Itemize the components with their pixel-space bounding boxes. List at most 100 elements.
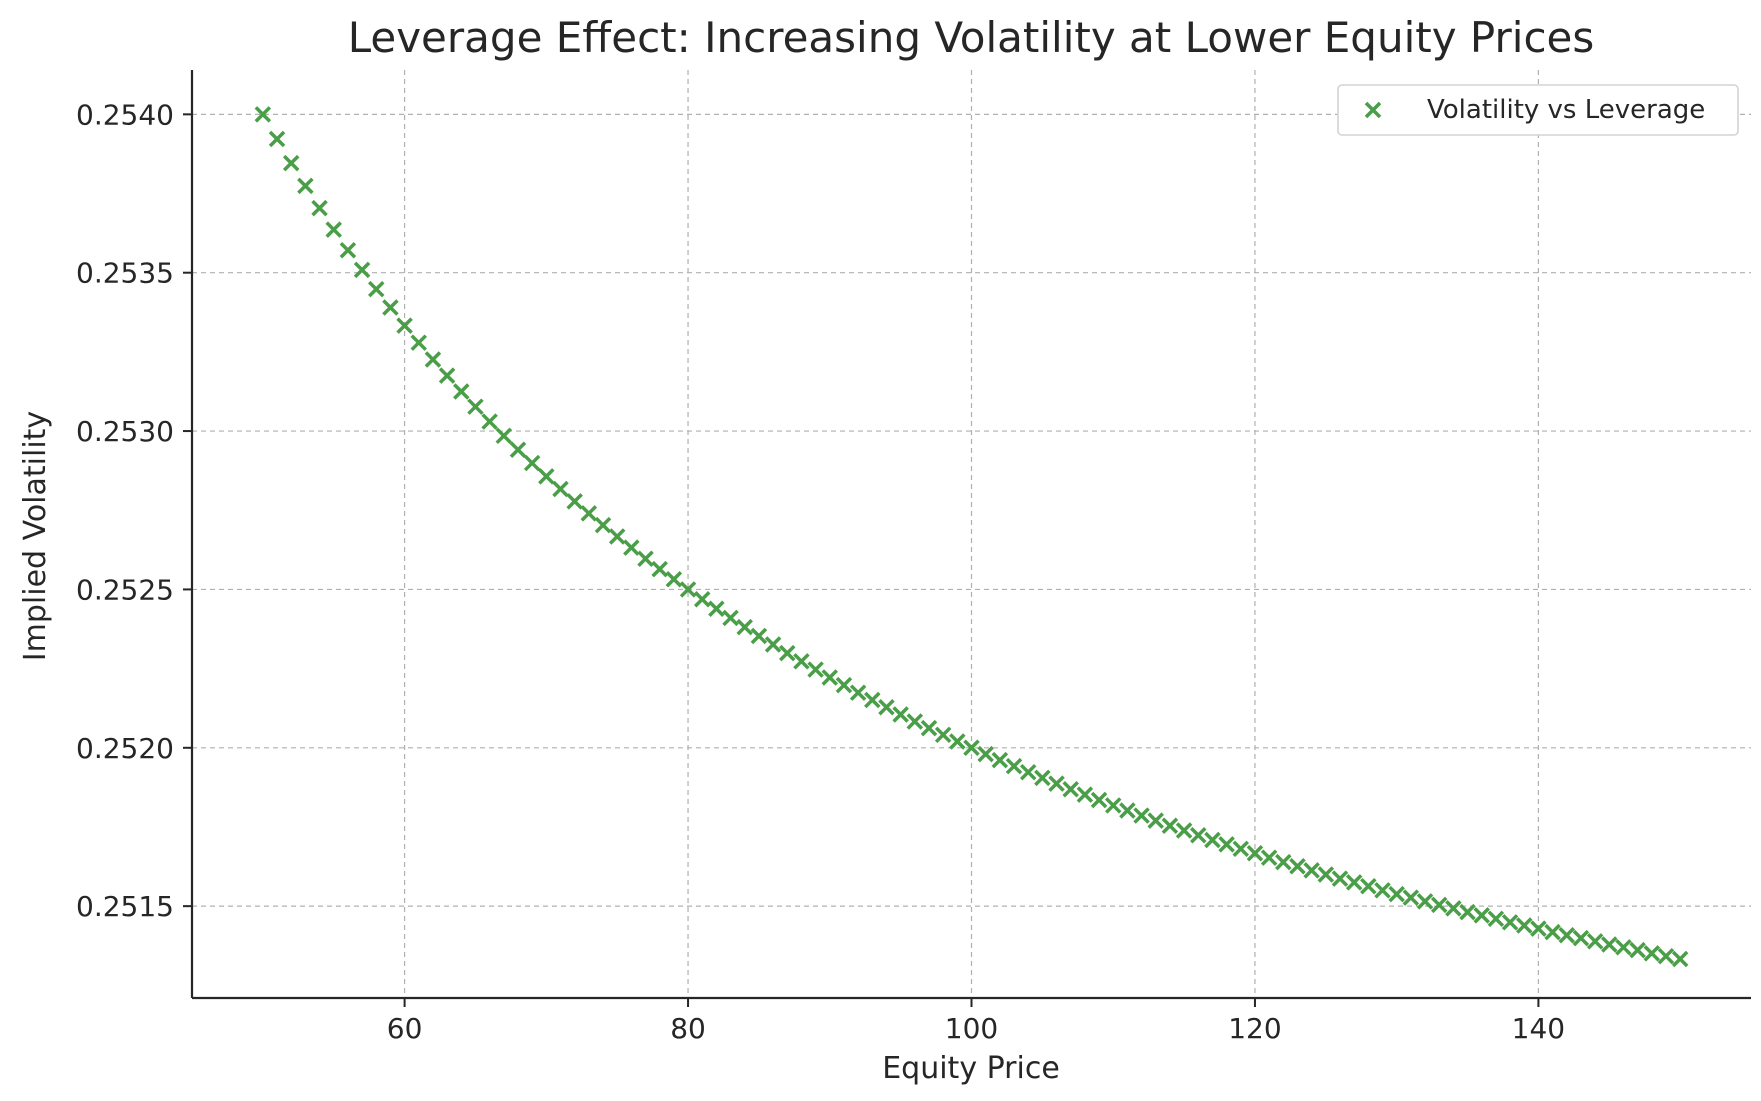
x-tick-label: 80 bbox=[670, 1012, 706, 1045]
data-point bbox=[1671, 950, 1689, 968]
x-marker-stroke bbox=[1473, 907, 1490, 924]
data-point bbox=[991, 751, 1009, 769]
data-point bbox=[949, 733, 966, 750]
x-marker-stroke bbox=[864, 691, 881, 709]
x-marker-stroke bbox=[1615, 939, 1632, 956]
data-point bbox=[1076, 786, 1094, 803]
x-marker-stroke bbox=[1416, 893, 1434, 910]
y-tick-label: 0.2520 bbox=[76, 732, 174, 765]
y-axis: 0.2515 0.2520 0.2525 0.2530 0.2535 0.2540 bbox=[76, 98, 192, 923]
x-marker-stroke bbox=[1601, 936, 1618, 953]
legend-marker bbox=[1364, 101, 1382, 119]
x-axis-label: Equity Price bbox=[882, 1051, 1060, 1086]
data-point bbox=[878, 699, 895, 716]
grid bbox=[192, 70, 1751, 998]
x-marker-stroke bbox=[1246, 845, 1264, 862]
y-tick-label: 0.2530 bbox=[76, 415, 174, 448]
data-point bbox=[382, 299, 399, 316]
x-tick-label: 140 bbox=[1512, 1012, 1565, 1045]
x-marker-stroke bbox=[1034, 769, 1051, 787]
x-marker-stroke bbox=[580, 505, 598, 522]
x-marker-stroke bbox=[1005, 757, 1023, 775]
data-point bbox=[1062, 781, 1079, 798]
y-tick-label: 0.2515 bbox=[76, 890, 174, 923]
x-marker-stroke bbox=[438, 367, 456, 384]
x-marker-stroke bbox=[892, 706, 909, 723]
x-marker-stroke bbox=[311, 199, 328, 217]
data-point bbox=[736, 618, 753, 636]
data-point bbox=[1090, 791, 1108, 809]
data-point bbox=[1345, 874, 1363, 891]
data-point bbox=[1147, 812, 1164, 829]
data-point bbox=[1402, 889, 1420, 906]
data-point bbox=[906, 713, 924, 730]
data-point bbox=[1586, 933, 1604, 950]
x-marker-stroke bbox=[651, 560, 668, 578]
data-point bbox=[254, 106, 272, 123]
x-marker-stroke bbox=[1501, 914, 1519, 931]
data-point bbox=[1161, 817, 1179, 834]
x-tick-label: 100 bbox=[945, 1012, 998, 1045]
x-marker-stroke bbox=[467, 398, 484, 415]
data-point bbox=[779, 644, 796, 662]
x-marker-stroke bbox=[1360, 877, 1377, 895]
x-marker-stroke bbox=[722, 609, 739, 627]
data-point bbox=[1629, 941, 1646, 959]
x-marker-stroke bbox=[1657, 947, 1675, 965]
x-marker-stroke bbox=[1204, 831, 1221, 849]
x-marker-stroke bbox=[552, 480, 569, 498]
x-marker-stroke bbox=[779, 644, 796, 662]
data-point bbox=[424, 351, 442, 368]
data-point bbox=[793, 653, 810, 670]
data-point bbox=[821, 669, 839, 686]
data-point bbox=[523, 454, 541, 472]
x-marker-stroke bbox=[821, 669, 839, 686]
x-marker-stroke bbox=[679, 581, 697, 598]
x-marker-stroke bbox=[793, 653, 810, 670]
data-point bbox=[1232, 840, 1250, 858]
x-marker-stroke bbox=[1558, 927, 1575, 944]
x-marker-stroke bbox=[693, 591, 711, 608]
data-point bbox=[311, 199, 328, 217]
data-point bbox=[453, 383, 470, 400]
x-marker-stroke bbox=[282, 154, 300, 172]
x-marker-stroke bbox=[1671, 950, 1689, 968]
x-marker-stroke bbox=[1445, 900, 1462, 917]
data-point bbox=[1246, 845, 1264, 862]
x-marker-stroke bbox=[1345, 874, 1363, 891]
x-marker-stroke bbox=[268, 130, 286, 148]
x-marker-stroke bbox=[382, 299, 399, 316]
x-marker-stroke bbox=[906, 713, 924, 730]
data-point bbox=[764, 636, 782, 653]
data-point bbox=[1430, 896, 1448, 914]
data-point bbox=[1190, 826, 1207, 844]
x-marker-stroke bbox=[453, 383, 470, 400]
data-point bbox=[679, 581, 697, 598]
x-marker-stroke bbox=[807, 661, 824, 678]
data-point bbox=[963, 739, 980, 757]
data-point bbox=[1175, 822, 1193, 839]
data-point bbox=[1643, 945, 1661, 962]
data-point bbox=[750, 627, 768, 645]
x-marker-stroke bbox=[608, 528, 626, 545]
x-marker-stroke bbox=[1364, 101, 1382, 119]
data-point bbox=[1048, 775, 1065, 792]
x-marker-stroke bbox=[1175, 822, 1193, 839]
legend: Volatility vs Leverage bbox=[1337, 84, 1739, 136]
data-point bbox=[580, 505, 598, 522]
x-marker-stroke bbox=[566, 493, 583, 510]
x-marker-stroke bbox=[1572, 929, 1590, 947]
data-point bbox=[1019, 763, 1037, 781]
x-marker-stroke bbox=[1119, 802, 1136, 819]
data-point bbox=[892, 706, 909, 723]
x-marker-stroke bbox=[1317, 866, 1335, 883]
x-marker-stroke bbox=[1586, 933, 1604, 950]
chart-title: Leverage Effect: Increasing Volatility a… bbox=[348, 13, 1595, 62]
data-point bbox=[1104, 797, 1122, 814]
x-marker-stroke bbox=[1430, 896, 1448, 914]
x-marker-stroke bbox=[1232, 840, 1250, 858]
x-marker-stroke bbox=[1303, 862, 1320, 879]
data-point bbox=[693, 591, 711, 608]
data-point bbox=[509, 441, 527, 458]
x-marker-stroke bbox=[878, 699, 895, 716]
